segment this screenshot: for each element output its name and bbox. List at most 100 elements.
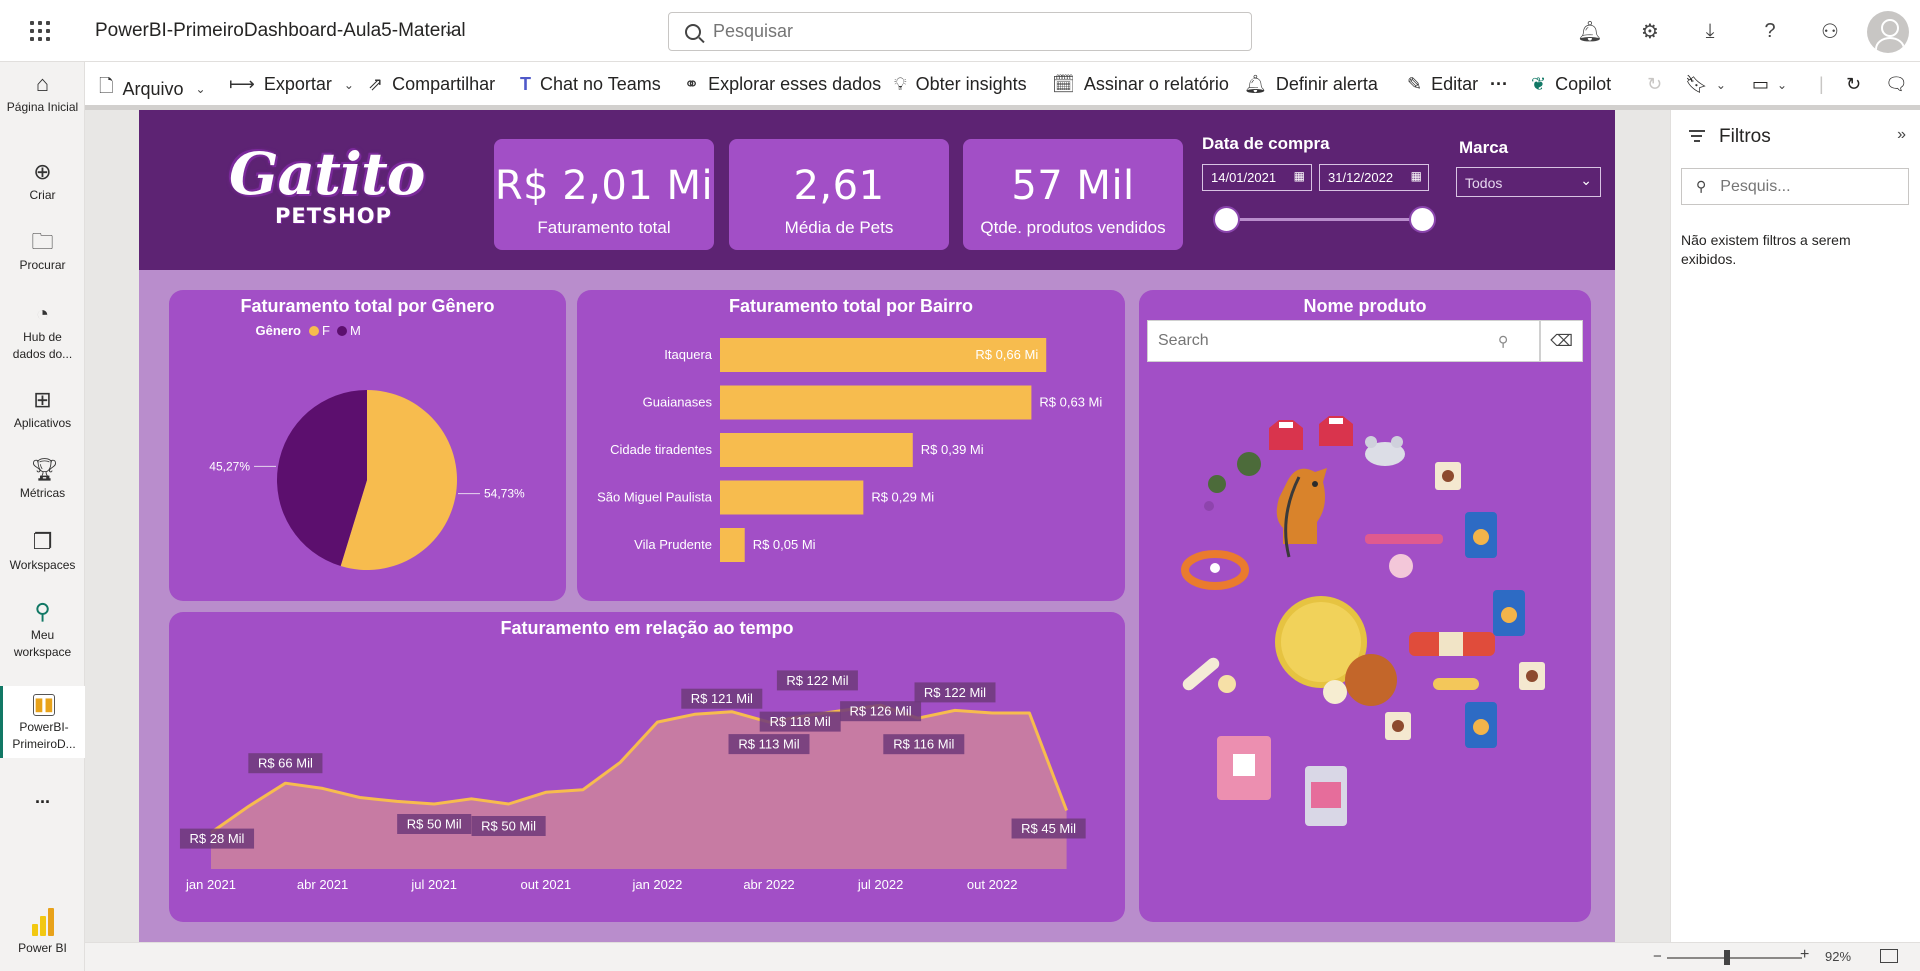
x-tick-label: jul 2021	[410, 877, 457, 892]
date-start-input[interactable]: 14/01/2021 ▦	[1202, 164, 1312, 191]
nav-home[interactable]: ⌂ Página Inicial	[0, 72, 85, 116]
nav-workspaces[interactable]: ❐ Workspaces	[0, 530, 85, 574]
export-button[interactable]: ⟼ Exportar ⌄	[229, 74, 354, 95]
nav-label: Criar	[29, 188, 56, 202]
download-icon[interactable]: ⤓	[1705, 19, 1715, 42]
zoom-in-button[interactable]: +	[1800, 946, 1810, 963]
pencil-icon: ✎	[1407, 74, 1423, 94]
date-range-track[interactable]	[1227, 218, 1422, 221]
x-tick-label: abr 2022	[743, 877, 794, 892]
brand-dropdown[interactable]: Todos ⌄	[1456, 167, 1601, 197]
button-label: Exportar	[263, 74, 332, 94]
date-end-input[interactable]: 31/12/2022 ▦	[1319, 164, 1429, 191]
explore-data-button[interactable]: ⚭ Explorar esses dados	[684, 74, 881, 95]
button-label: Explorar esses dados	[708, 74, 882, 94]
report-title[interactable]: PowerBI-PrimeiroDashboard-Aula5-Material	[95, 20, 466, 41]
calendar-icon[interactable]: ▦	[1410, 169, 1422, 183]
nav-label: PowerBI-PrimeiroD...	[12, 720, 76, 751]
comment-icon[interactable]: 🗨︎	[1885, 74, 1908, 94]
x-tick-label: jul 2022	[857, 877, 904, 892]
zoom-out-button[interactable]: −	[1653, 948, 1662, 965]
teams-chat-button[interactable]: T Chat no Teams	[520, 74, 661, 95]
calendar-icon[interactable]: ▦	[1293, 169, 1305, 183]
zoom-slider[interactable]	[1667, 957, 1802, 959]
bar-data-label: R$ 0,63 Mi	[1039, 395, 1102, 410]
chart-title: Faturamento total por Gênero	[240, 296, 495, 316]
file-menu-button[interactable]: 🗋 Arquivo ⌄	[99, 74, 206, 104]
product-search-box[interactable]: ⚲	[1147, 320, 1540, 362]
subscribe-button[interactable]: 🗓︎ Assinar o relatório	[1052, 74, 1229, 95]
filters-search-input[interactable]	[1720, 177, 1891, 196]
bar-chart-card[interactable]: Faturamento total por Bairro Itaquera R$ …	[577, 290, 1125, 601]
nav-apps[interactable]: ⊞ Aplicativos	[0, 388, 85, 432]
nav-browse[interactable]: 🗀 Procurar	[0, 230, 85, 274]
filters-search-box[interactable]: ⚲	[1681, 168, 1909, 205]
search-icon: ⚲	[1498, 332, 1509, 349]
gatito-petshop-logo: Gatito PETSHOP	[229, 140, 425, 240]
eraser-icon[interactable]: ⌫	[1540, 320, 1583, 362]
data-label-background	[179, 828, 255, 849]
pet-products-illustration	[1181, 416, 1545, 826]
data-label-background	[776, 670, 858, 691]
date-start-handle[interactable]	[1213, 206, 1240, 233]
kpi-card-pets[interactable]: 2,61 Média de Pets	[729, 139, 949, 250]
bell-icon[interactable]: 🔔︎	[1577, 20, 1603, 43]
zoom-slider-handle[interactable]	[1724, 950, 1730, 965]
undo-icon[interactable]: ↻	[1647, 74, 1663, 94]
nav-metrics[interactable]: 🏆︎ Métricas	[0, 458, 85, 502]
nav-my-workspace[interactable]: ⚲ Meu workspace	[0, 600, 85, 661]
avatar[interactable]	[1867, 11, 1909, 53]
nav-more[interactable]: ...	[34, 787, 50, 807]
data-label: R$ 126 Mil	[850, 704, 912, 719]
bar-chart: Itaquera R$ 0,66 Mi Guaianases R$ 0,63 Mi Ci…	[597, 338, 1102, 562]
collapse-pane-icon[interactable]: »	[1897, 126, 1906, 143]
data-label: R$ 113 Mil	[738, 737, 799, 752]
nav-data-hub[interactable]: ◔ Hub de dados do...	[0, 302, 85, 363]
chevron-down-icon: ⌄	[1580, 172, 1592, 188]
pie-chart-card[interactable]: Faturamento total por Gênero Gênero F M 54,…	[169, 290, 566, 601]
nav-label: Procurar	[19, 258, 66, 272]
person-icon: ⚲	[34, 599, 51, 624]
refresh-icon[interactable]: ↻	[1846, 74, 1862, 94]
binoculars-icon: ⚭	[684, 74, 700, 94]
bar	[720, 433, 913, 467]
search-input[interactable]	[713, 21, 1213, 42]
chevron-down-icon[interactable]: ⌄	[443, 22, 455, 38]
data-label-background	[471, 816, 546, 836]
share-button[interactable]: ⇗ Compartilhar	[368, 74, 495, 95]
data-label: R$ 116 Mil	[893, 737, 954, 752]
kpi-label: Qtde. produtos vendidos	[980, 218, 1166, 237]
global-search[interactable]	[668, 12, 1252, 51]
edit-button[interactable]: ✎ Editar	[1407, 74, 1478, 95]
data-label-background	[883, 734, 965, 755]
get-insights-button[interactable]: 💡︎ Obter insights	[894, 74, 1027, 95]
help-icon[interactable]: ?	[1764, 19, 1776, 42]
app-launcher-icon[interactable]	[28, 19, 52, 43]
kpi-card-products[interactable]: 57 Mil Qtde. produtos vendidos	[963, 139, 1183, 250]
bookmark-icon[interactable]: 🔖︎ ⌄	[1685, 74, 1726, 94]
ribbon-toolbar: 🗋 Arquivo ⌄ ⟼ Exportar ⌄ ⇗ Compartilhar T Chat…	[85, 62, 1920, 110]
divider: |	[1819, 74, 1824, 94]
fit-to-page-icon[interactable]	[1880, 949, 1898, 963]
copilot-button[interactable]: ❦ Copilot	[1531, 74, 1611, 95]
home-icon: ⌂	[35, 71, 50, 96]
share-people-icon[interactable]: ⚇	[1821, 20, 1839, 43]
gear-icon[interactable]: ⚙	[1641, 20, 1659, 43]
x-tick-label: out 2022	[967, 877, 1018, 892]
bar-category-label: Cidade tiradentes	[610, 442, 712, 457]
nav-label: Hub de dados do...	[12, 330, 73, 361]
subscribe-icon: 🗓︎	[1052, 74, 1075, 94]
bar-category-label: Vila Prudente	[634, 537, 712, 552]
kpi-card-revenue[interactable]: R$ 2,01 Mi Faturamento total	[494, 139, 714, 250]
date-end-handle[interactable]	[1409, 206, 1436, 233]
data-hub-icon: ◔	[35, 301, 50, 326]
nav-current-report[interactable]: ▮▮ PowerBI-PrimeiroD...	[0, 686, 85, 758]
set-alert-button[interactable]: 🔔︎ Definir alerta	[1244, 74, 1378, 95]
product-search-input[interactable]	[1158, 332, 1498, 350]
bell-icon: 🔔︎	[1244, 74, 1267, 94]
nav-label: Página Inicial	[6, 100, 79, 114]
more-options-button[interactable]: ···	[1490, 74, 1508, 94]
area-chart-card[interactable]: Faturamento em relação ao tempo jan 2021…	[169, 612, 1125, 922]
nav-create[interactable]: ⊕ Criar	[0, 160, 85, 204]
view-icon[interactable]: ▭ ⌄	[1752, 74, 1788, 94]
